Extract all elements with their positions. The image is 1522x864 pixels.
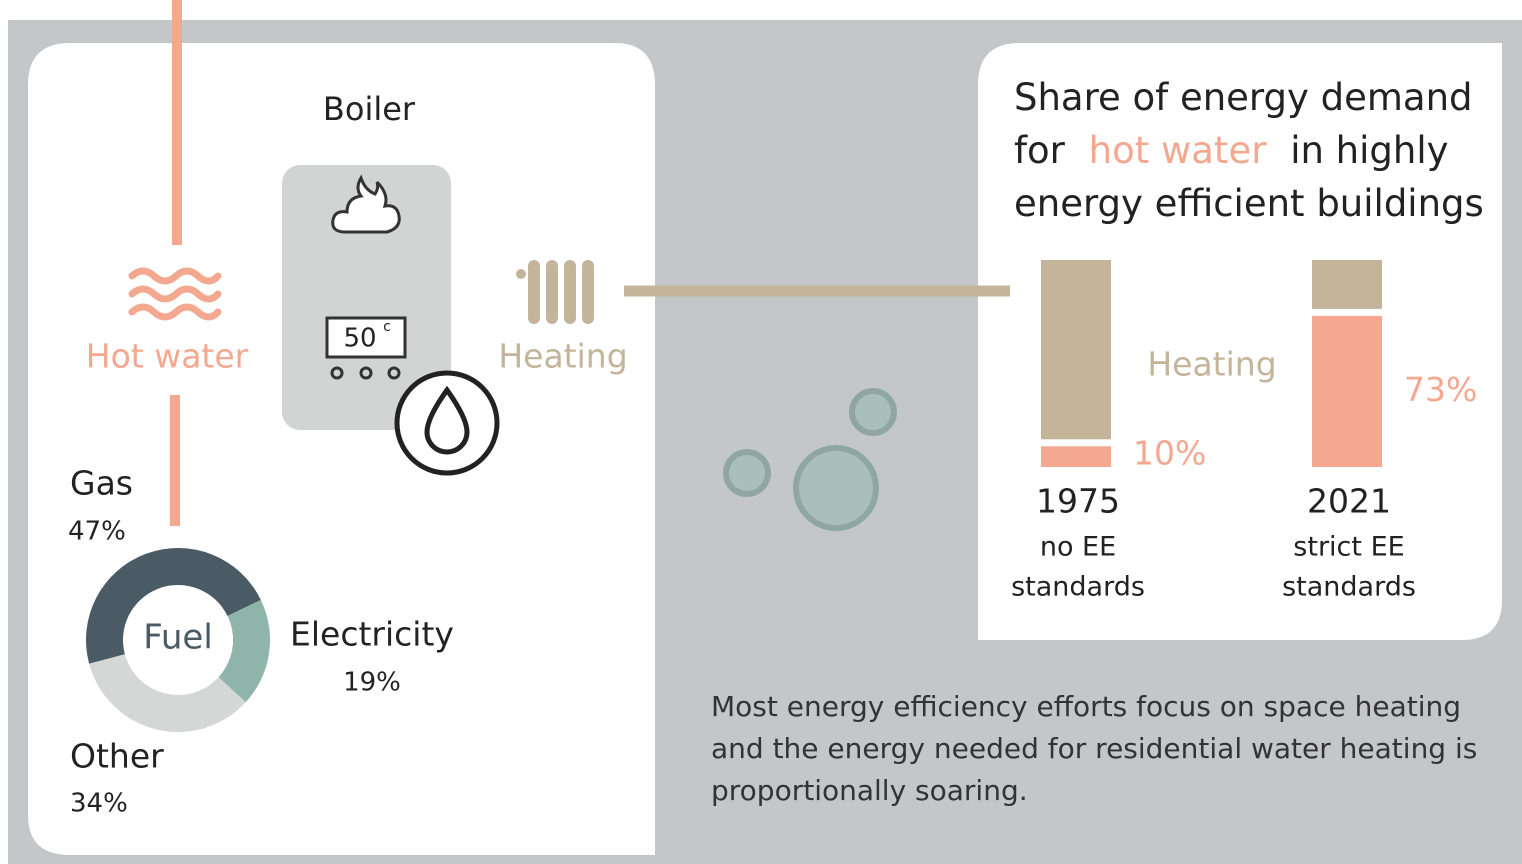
donut-center-label: Fuel bbox=[143, 618, 213, 658]
category-note: strict EE bbox=[1293, 532, 1404, 563]
segment-value: 19% bbox=[343, 668, 401, 698]
bar-hot-water bbox=[1041, 446, 1111, 467]
category-note: no EE bbox=[1040, 532, 1116, 563]
hot-water-label: Hot water bbox=[86, 337, 249, 376]
category-label: 1975 bbox=[1036, 482, 1120, 521]
donut-segment bbox=[86, 548, 261, 664]
segment-value: 47% bbox=[68, 517, 126, 547]
caption: Most energy efficiency efforts focus on … bbox=[711, 690, 1486, 807]
bar-heating bbox=[1312, 260, 1382, 309]
segment-name: Electricity bbox=[290, 615, 454, 654]
boiler-body bbox=[282, 165, 451, 430]
segment-name: Other bbox=[70, 737, 164, 776]
flame-icon bbox=[331, 174, 401, 234]
bar-hot-water bbox=[1312, 315, 1382, 467]
boiler-label: Boiler bbox=[323, 90, 416, 128]
category-label: 2021 bbox=[1307, 482, 1391, 521]
display-unit: c bbox=[383, 319, 391, 335]
wave-icon bbox=[128, 267, 222, 321]
segment-name: Gas bbox=[70, 464, 133, 503]
segment-value: 34% bbox=[70, 789, 128, 819]
bar-value-label: 10% bbox=[1133, 434, 1206, 473]
right-panel bbox=[978, 43, 1502, 640]
display-value: 50 bbox=[343, 324, 376, 354]
drop-circle bbox=[394, 370, 500, 476]
donut-segment bbox=[89, 654, 246, 732]
left-panel bbox=[28, 43, 655, 855]
category-note: standards bbox=[1282, 572, 1416, 603]
donut-segment bbox=[218, 599, 270, 703]
category-note: standards bbox=[1011, 572, 1145, 603]
bar-heating bbox=[1041, 260, 1111, 440]
display bbox=[325, 316, 407, 359]
bubbles bbox=[723, 388, 897, 531]
knobs bbox=[330, 366, 401, 380]
drop-icon bbox=[424, 385, 470, 455]
heating-label: Heating bbox=[498, 337, 627, 376]
radiator-icon bbox=[516, 260, 594, 324]
bar-value-label: 73% bbox=[1404, 370, 1477, 409]
legend-heating: Heating bbox=[1147, 345, 1276, 384]
chart-title: Share of energy demand for hot water in … bbox=[1014, 76, 1484, 225]
